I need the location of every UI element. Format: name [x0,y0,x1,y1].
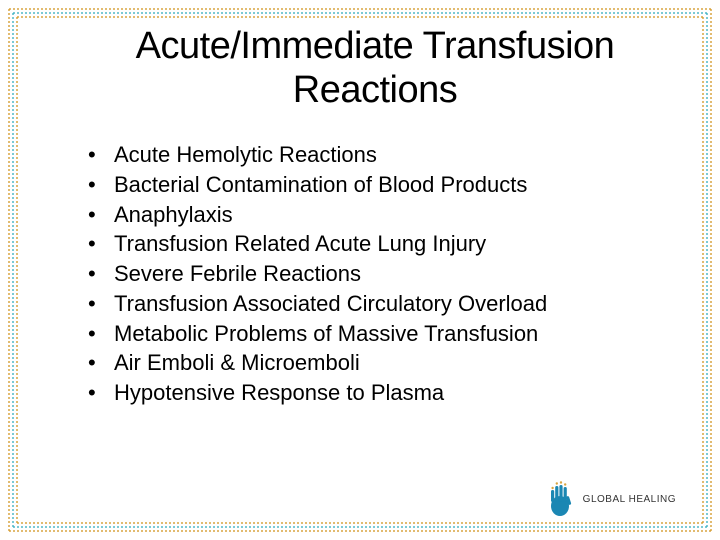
logo-text: GLOBAL HEALING [583,494,676,505]
title-line-1: Acute/Immediate Transfusion [136,25,615,67]
list-item: Hypotensive Response to Plasma [88,378,690,408]
list-item: Transfusion Related Acute Lung Injury [88,229,690,259]
title-line-2: Reactions [293,69,457,111]
logo: GLOBAL HEALING [543,480,676,518]
list-item: Air Emboli & Microemboli [88,348,690,378]
list-item: Severe Febrile Reactions [88,259,690,289]
list-item: Anaphylaxis [88,200,690,230]
bullet-list: Acute Hemolytic ReactionsBacterial Conta… [60,140,690,407]
list-item: Transfusion Associated Circulatory Overl… [88,289,690,319]
list-item: Bacterial Contamination of Blood Product… [88,170,690,200]
list-item: Metabolic Problems of Massive Transfusio… [88,319,690,349]
slide-title: Acute/Immediate Transfusion Reactions [60,25,690,112]
hand-icon [543,480,577,518]
list-item: Acute Hemolytic Reactions [88,140,690,170]
